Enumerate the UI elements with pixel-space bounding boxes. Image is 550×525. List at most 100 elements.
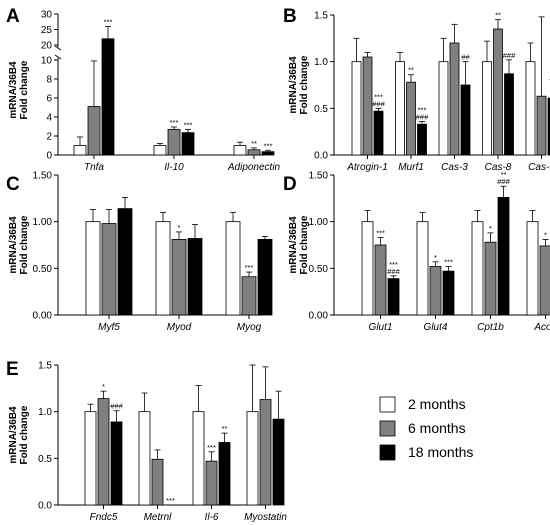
y-tick-label: 1.00 <box>309 217 329 228</box>
y-tick-label: 30 <box>41 10 53 21</box>
category-label: Glut4 <box>424 322 448 333</box>
significance-marker: *** <box>184 120 193 129</box>
y-tick-label: 0.5 <box>38 454 52 465</box>
category-label: Myog <box>237 322 262 333</box>
legend-swatch <box>379 420 396 437</box>
panel-letter: D <box>283 174 297 195</box>
bar <box>241 276 257 316</box>
category-label: Murf1 <box>398 162 424 173</box>
significance-marker: *** <box>170 118 179 127</box>
bar <box>246 411 259 506</box>
bar <box>442 270 455 316</box>
bar <box>362 56 373 156</box>
bar <box>395 61 405 156</box>
significance-marker: *** <box>104 17 113 26</box>
bar <box>539 245 550 316</box>
legend: 2 months 6 months 18 months <box>379 396 473 461</box>
bar <box>225 221 241 316</box>
bar <box>87 106 101 156</box>
bar <box>117 208 133 316</box>
bar <box>247 149 261 156</box>
y-tick-label: 6 <box>46 94 52 105</box>
bar <box>471 221 484 316</box>
category-label: Acox <box>533 322 550 333</box>
bar <box>257 238 273 316</box>
bar <box>153 145 167 156</box>
bar <box>73 145 87 156</box>
panel-letter: A <box>6 6 20 27</box>
significance-marker-lower: ### <box>372 99 385 108</box>
significance-marker: *** <box>264 141 273 150</box>
significance-marker: ** <box>501 170 507 179</box>
bar <box>218 442 231 506</box>
significance-marker: * <box>178 223 181 232</box>
category-label: Metrnl <box>144 512 173 523</box>
significance-marker-lower: ### <box>416 112 429 121</box>
category-label: Tnfa <box>84 162 104 173</box>
bar <box>493 28 503 156</box>
bar <box>429 266 442 316</box>
category-label: Glut1 <box>369 322 393 333</box>
bar <box>261 151 275 156</box>
panel-letter: E <box>6 359 19 380</box>
y-tick-label: 0.0 <box>314 151 328 162</box>
y-tick-label: 1.00 <box>33 217 53 228</box>
bar <box>416 221 429 316</box>
y-axis-label-line: mRNA/36B4 <box>288 216 299 274</box>
bar <box>525 61 536 156</box>
y-tick-label: 8 <box>46 75 52 86</box>
y-tick-label: 1.50 <box>33 171 53 182</box>
axis-break-mark <box>54 54 62 60</box>
category-label: Myostatin <box>244 512 287 523</box>
bar <box>167 128 181 156</box>
category-label: Myf5 <box>98 322 120 333</box>
y-tick-label: 1.0 <box>38 407 52 418</box>
bar <box>171 238 187 316</box>
significance-marker: *** <box>166 496 175 505</box>
significance-marker: *** <box>444 257 453 266</box>
y-tick-label: 4 <box>46 113 52 124</box>
y-tick-label: 1.5 <box>314 11 328 22</box>
significance-marker: *** <box>389 260 398 269</box>
bar <box>482 61 492 156</box>
y-tick-label: 2 <box>46 132 52 143</box>
legend-label: 6 months <box>408 420 466 436</box>
legend-swatch <box>379 396 396 413</box>
y-tick-label: 0.0 <box>38 501 52 512</box>
significance-marker: ** <box>495 11 501 20</box>
bar <box>138 411 151 506</box>
bar <box>387 278 400 316</box>
significance-marker: *** <box>207 443 216 452</box>
y-tick-label: 1.5 <box>38 361 52 372</box>
bar <box>97 398 110 506</box>
y-tick-label: 1.50 <box>309 171 329 182</box>
significance-marker: *** <box>374 92 383 101</box>
significance-marker: ** <box>251 139 257 148</box>
legend-swatch <box>379 444 396 461</box>
bar <box>233 145 247 156</box>
significance-marker: ## <box>461 53 470 62</box>
bar <box>504 73 514 156</box>
y-axis-label-line: Fold change <box>299 215 310 274</box>
bar <box>187 238 203 316</box>
significance-marker: * <box>102 382 105 391</box>
category-label: Fndc5 <box>90 512 118 523</box>
bar <box>84 411 97 506</box>
bar <box>373 110 384 156</box>
y-tick-label: 1.0 <box>314 57 328 68</box>
bar <box>460 84 471 156</box>
bar <box>205 460 218 506</box>
bar <box>85 221 101 316</box>
legend-label: 2 months <box>408 396 466 412</box>
axis-break-mark <box>54 45 62 51</box>
bar <box>449 42 460 156</box>
significance-marker: ** <box>222 424 228 433</box>
bar <box>351 61 362 156</box>
significance-marker-lower: ### <box>497 177 510 186</box>
bar <box>155 221 171 316</box>
y-axis-label-line: mRNA/36B4 <box>8 216 19 274</box>
bar <box>259 399 272 506</box>
